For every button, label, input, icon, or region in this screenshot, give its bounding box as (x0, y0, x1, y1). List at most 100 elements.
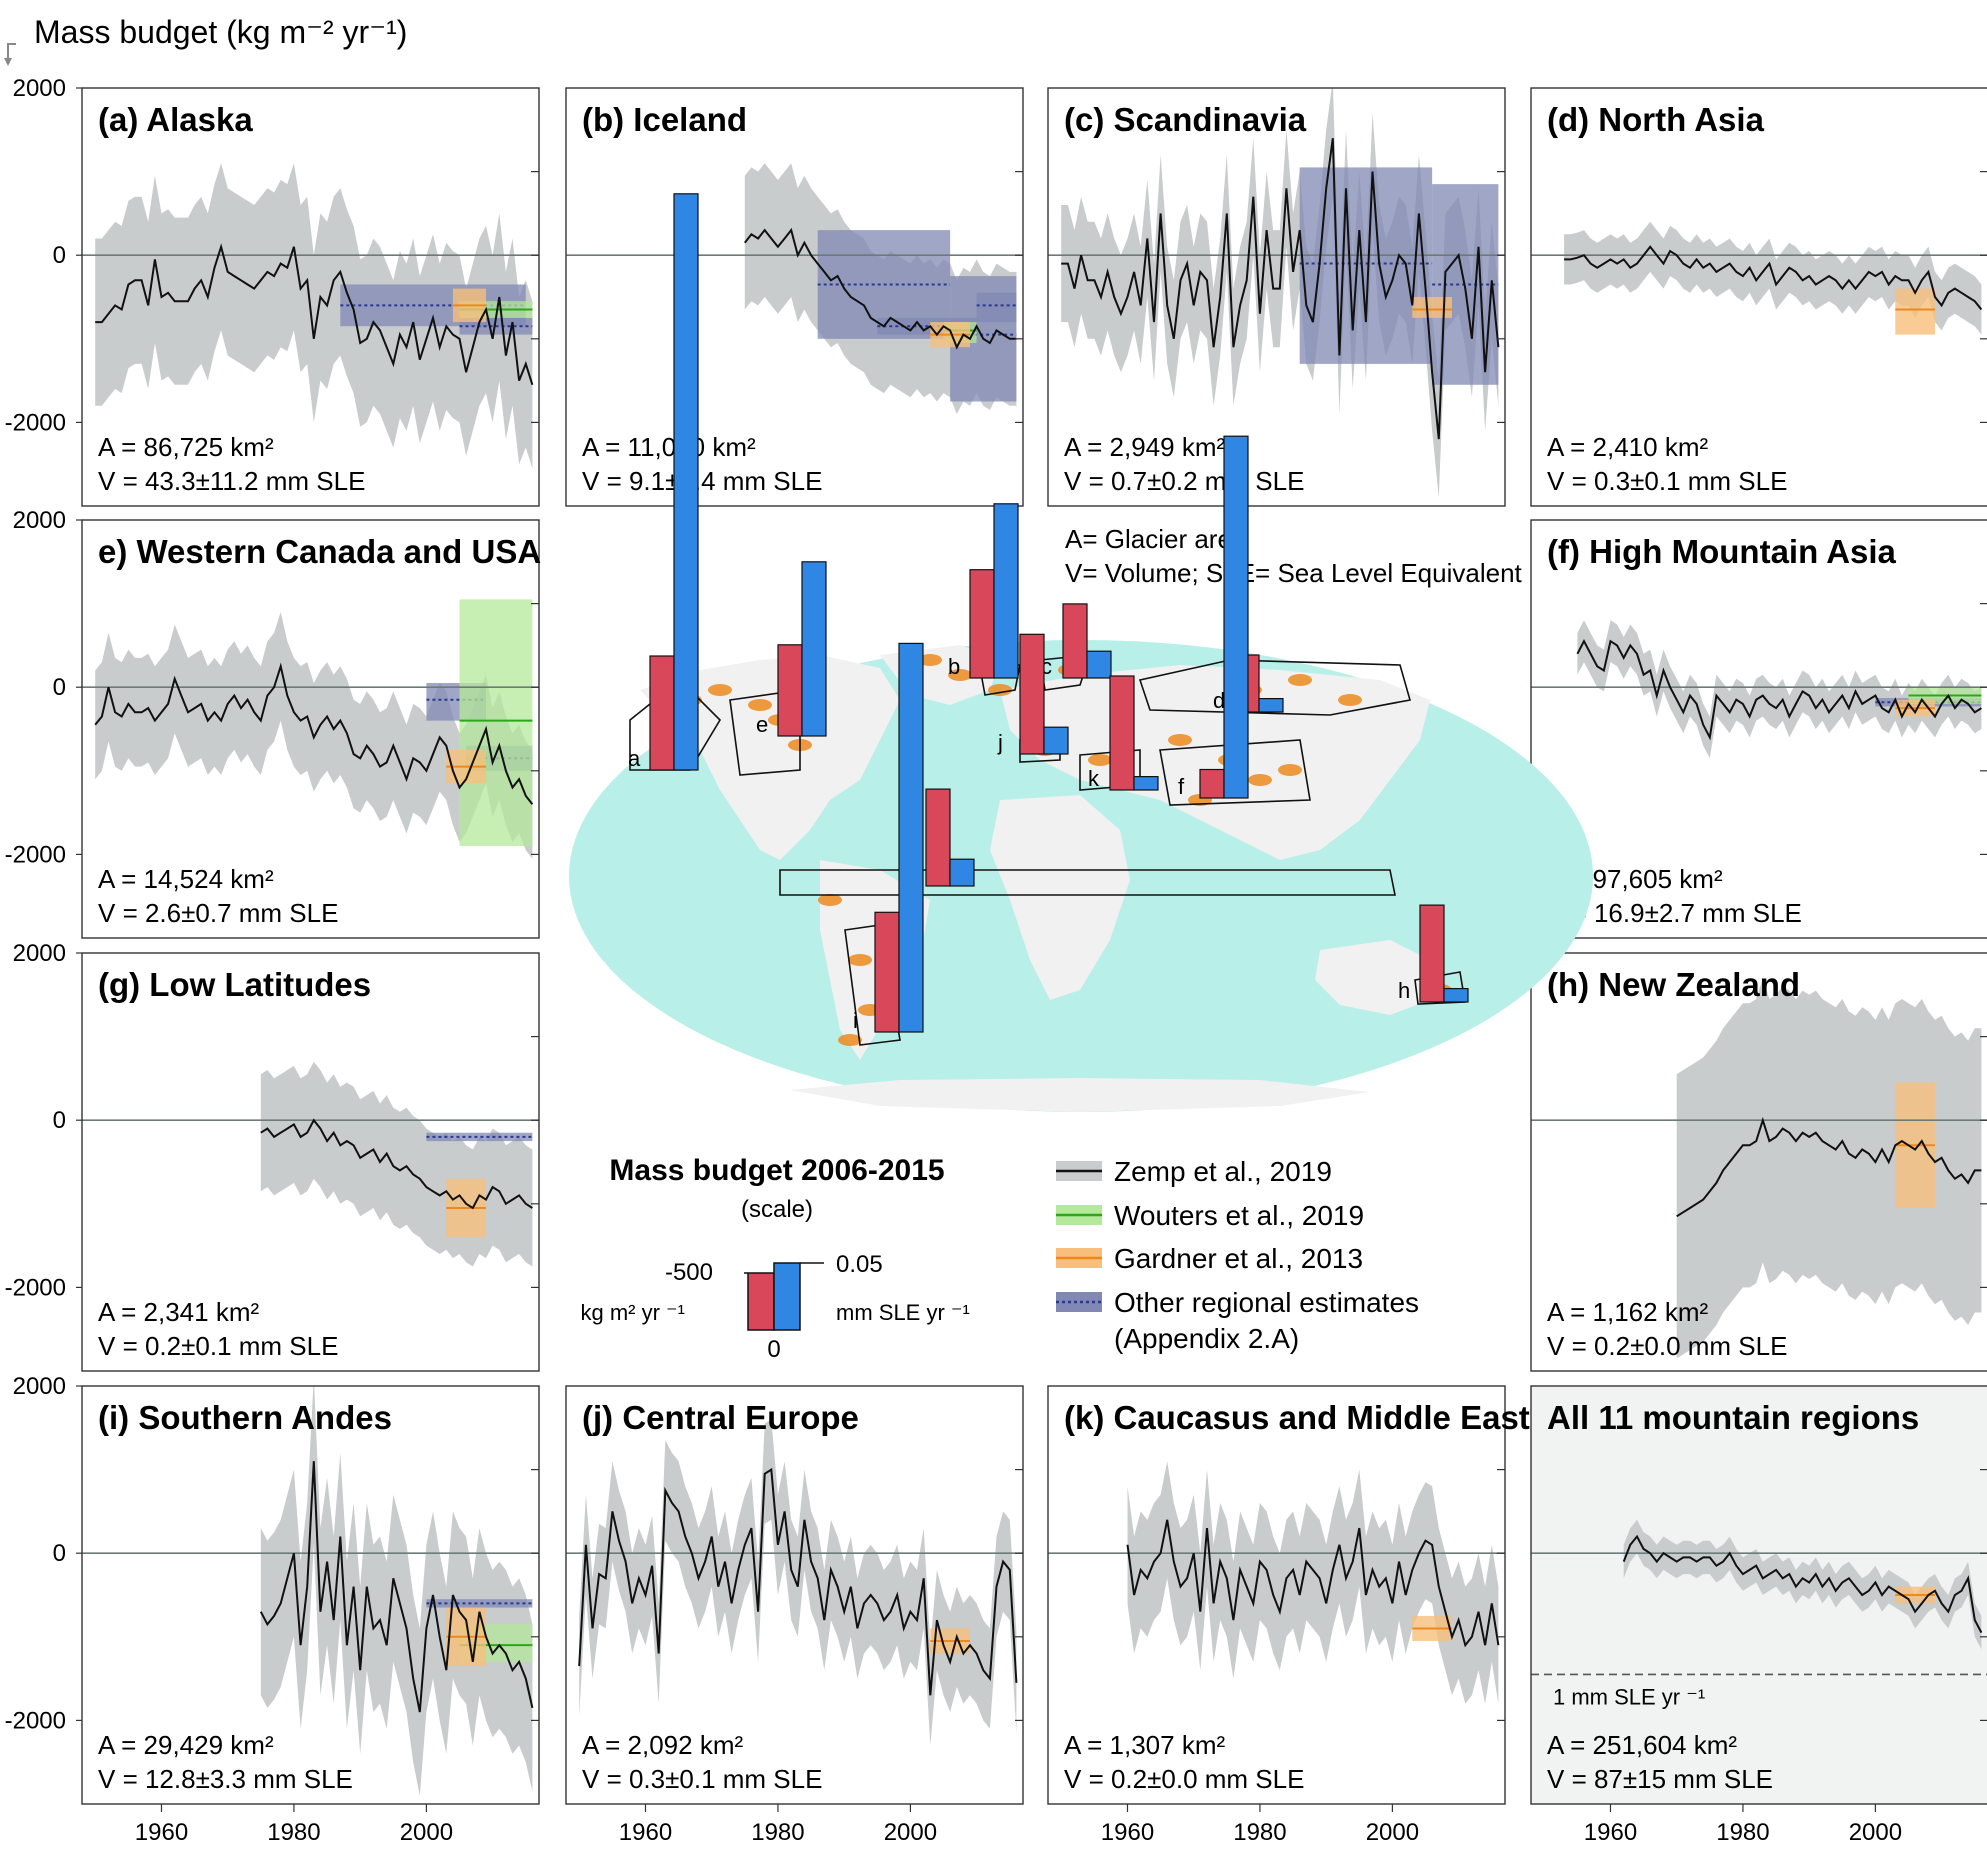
panel-plot-area (82, 599, 539, 859)
other-estimate-box (426, 1599, 533, 1608)
region-bar-sle-e (801, 561, 827, 737)
region-bar-mass-a (649, 655, 675, 771)
y-axis-title-group: Mass budget (kg m⁻² yr⁻¹) (4, 14, 407, 66)
glacier-patch (838, 1034, 862, 1046)
sle-reference-label: 1 mm SLE yr ⁻¹ (1553, 1684, 1705, 1709)
scale-red-bar (747, 1272, 775, 1331)
panel-area-label: A = 11,060 km² (582, 432, 756, 462)
panel-plot-area (1531, 1519, 1987, 1676)
panel-plot-area (82, 1386, 539, 1796)
y-tick-label: 0 (53, 242, 66, 269)
panel-frame (1530, 519, 1987, 939)
panel-9: 2000 0 -2000 1960 1980 2000 (i) Southern Andes… (5, 1373, 540, 1846)
panel-area-label: A = 2,092 km² (582, 1730, 743, 1760)
region-bar-sle-d (1258, 697, 1284, 713)
panel-frame (565, 1385, 1024, 1805)
y-tick-label: -2000 (5, 409, 66, 436)
glacier-patch (1288, 674, 1312, 686)
zemp-uncertainty-band (1127, 1461, 1499, 1704)
panels: 2000 0 -2000 (a) Alaska A = 86,725 km² V = 43… (5, 75, 1987, 1846)
region-bar-sle-i (898, 642, 924, 1033)
x-tick-label: 1960 (1101, 1819, 1154, 1846)
glacier-patch (848, 954, 872, 966)
scale-left-unit: kg m² yr ⁻¹ (581, 1300, 686, 1325)
region-bar-sle-f (1223, 435, 1249, 799)
panel-title: (h) New Zealand (1547, 966, 1800, 1003)
x-tick-label: 1960 (135, 1819, 188, 1846)
wouters-estimate-box (459, 599, 533, 847)
region-bar-sle-g (949, 858, 975, 887)
zemp-uncertainty-band (1577, 620, 1982, 759)
panel-2: (b) Iceland A = 11,060 km² V = 9.1±2.4 mm … (565, 87, 1024, 507)
panel-plot-area (1531, 221, 1987, 335)
x-tick-label: 1980 (751, 1819, 804, 1846)
panel-frame (81, 87, 540, 507)
panel-area-label: A = 86,725 km² (98, 432, 274, 462)
region-outline-f (1159, 739, 1311, 806)
note-volume: V= Volume; SLE= Sea Level Equivalent (1065, 558, 1523, 588)
legend-label: Zemp et al., 2019 (1114, 1156, 1332, 1187)
zemp-series-line (1126, 1519, 1500, 1648)
region-bar-mass-g (925, 788, 951, 887)
panel-8: (h) New Zealand A = 1,162 km² V = 0.2±0.0 … (1530, 952, 1987, 1372)
panel-plot-area (1531, 978, 1987, 1359)
region-bar-mass-f (1199, 768, 1225, 799)
land-antarctica (790, 1078, 1370, 1112)
panel-plot-area (566, 1419, 1023, 1746)
region-bar-label-j: j (997, 730, 1003, 755)
panel-title: e) Western Canada and USA (98, 533, 541, 570)
region-bar-sle-c (1086, 650, 1112, 679)
other-estimate-box (976, 292, 1017, 323)
zemp-series-line (94, 662, 534, 805)
legend-swatch-band (1056, 1292, 1102, 1312)
x-tick-label: 1960 (619, 1819, 672, 1846)
region-bar-mass-e (777, 644, 803, 737)
zemp-series-line (1576, 639, 1982, 741)
glacier-patch (1278, 764, 1302, 776)
panel-volume-label: V = 43.3±11.2 mm SLE (98, 466, 365, 496)
region-bar-label-c: c (1041, 654, 1052, 679)
region-bar-mass-i (874, 911, 900, 1033)
panel-volume-label: V = 0.3±0.1 mm SLE (1547, 466, 1787, 496)
region-bars: abcdefghijk (628, 193, 1469, 1033)
x-tick-label: 2000 (884, 1819, 937, 1846)
zemp-series-line (1564, 245, 1983, 311)
region-bar-label-a: a (628, 746, 641, 771)
scale-title: Mass budget 2006-2015 (609, 1154, 944, 1187)
x-tick-label: 1980 (1233, 1819, 1286, 1846)
y-axis-arrow-icon (7, 43, 16, 62)
land-australia (1315, 940, 1430, 1015)
panel-1: 2000 0 -2000 (a) Alaska A = 86,725 km² V = 43… (5, 75, 540, 507)
zemp-uncertainty-band (95, 163, 533, 469)
panel-title: (b) Iceland (582, 101, 747, 138)
panel-volume-label: V = 0.2±0.0 mm SLE (1064, 1764, 1304, 1794)
panel-plot-area (1531, 620, 1987, 759)
panel-area-label: A = 1,162 km² (1547, 1297, 1708, 1327)
x-tick-label: 1960 (1584, 1819, 1637, 1846)
region-bar-sle-j (1043, 726, 1069, 755)
panel-plot-area (566, 163, 1023, 414)
panel-frame (81, 1385, 540, 1805)
scale-blue-bar (773, 1262, 801, 1331)
panel-volume-label: V = 87±15 mm SLE (1547, 1764, 1773, 1794)
panel-area-label: A = 2,341 km² (98, 1297, 259, 1327)
panel-plot-area (1048, 1461, 1505, 1704)
panel-title: (c) Scandinavia (1064, 101, 1307, 138)
zemp-series-line (744, 227, 1017, 350)
gardner-estimate-box (1412, 297, 1453, 318)
panel-plot-area (1048, 88, 1505, 498)
scale-right-unit: mm SLE yr ⁻¹ (836, 1300, 970, 1325)
glacier-patch (1338, 694, 1362, 706)
y-tick-label: 2000 (13, 75, 66, 102)
y-tick-label: 0 (53, 1540, 66, 1567)
panel-title: (f) High Mountain Asia (1547, 533, 1897, 570)
panel-background (1531, 520, 1987, 938)
region-bar-label-k: k (1088, 766, 1100, 791)
region-bar-sle-a (673, 193, 699, 771)
gardner-estimate-box (1895, 288, 1936, 335)
panel-frame (1530, 1385, 1987, 1805)
zemp-series-line (1061, 138, 1500, 440)
panel-title: (k) Caucasus and Middle East (1064, 1399, 1530, 1436)
panel-title: All 11 mountain regions (1547, 1399, 1919, 1436)
glacier-patch (1088, 754, 1112, 766)
